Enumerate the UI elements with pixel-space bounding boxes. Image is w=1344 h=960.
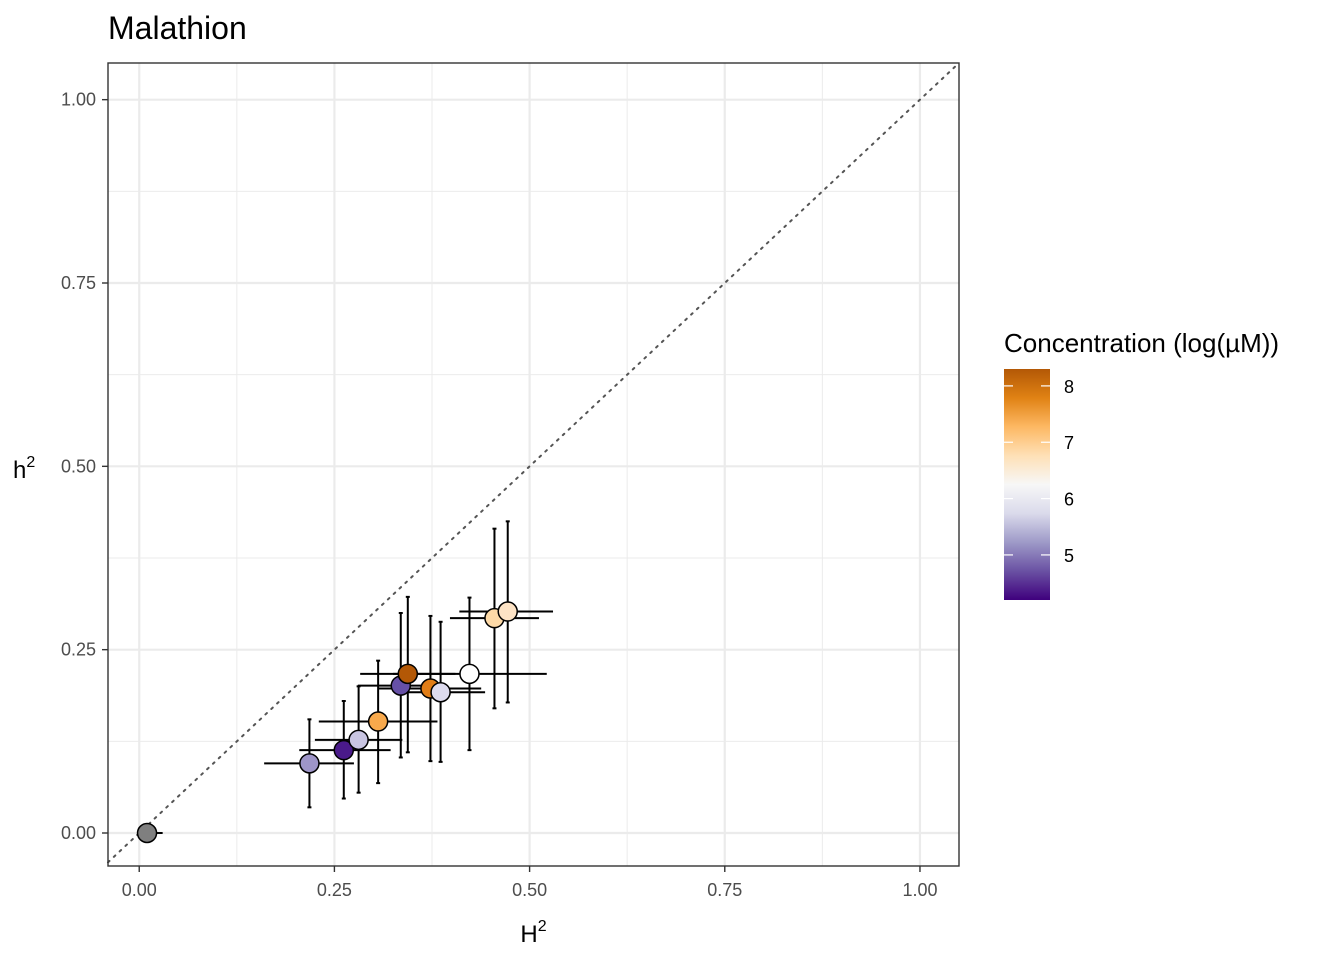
chart-title: Malathion: [108, 10, 247, 46]
panel-background: [108, 63, 959, 866]
identity-line: [107, 62, 960, 864]
data-point: [333, 739, 355, 761]
x-tick-label: 0.00: [122, 880, 157, 900]
x-tick-label: 0.75: [707, 880, 742, 900]
data-point: [299, 753, 320, 774]
y-tick-label: 0.50: [61, 456, 96, 476]
x-tick-label: 0.50: [512, 880, 547, 900]
data-point: [348, 729, 369, 751]
x-axis-title: H2: [520, 918, 546, 948]
colorbar-tick-label: 8: [1064, 377, 1074, 397]
colorbar-tick-label: 6: [1064, 490, 1074, 510]
x-axis-ticks: 0.00 0.25 0.50 0.75 1.00: [122, 866, 937, 900]
y-tick-label: 0.25: [61, 640, 96, 660]
colorbar-tick-label: 5: [1064, 546, 1074, 566]
data-point: [136, 822, 158, 844]
data-point: [459, 663, 480, 685]
colorbar: [1004, 369, 1050, 600]
plot-panel: [107, 62, 960, 867]
legend-title: Concentration (log(µM)): [1004, 328, 1279, 358]
y-tick-label: 0.75: [61, 273, 96, 293]
data-point: [497, 601, 518, 622]
data-point: [430, 681, 451, 703]
data-point: [367, 711, 389, 732]
x-axis-title-superscript: 2: [538, 918, 547, 935]
data-point: [397, 663, 419, 685]
y-tick-label: 1.00: [61, 90, 96, 110]
x-tick-label: 0.25: [317, 880, 352, 900]
x-tick-label: 1.00: [902, 880, 937, 900]
panel-border: [107, 62, 960, 867]
y-axis-title-superscript: 2: [26, 454, 35, 471]
colorbar-tick-label: 7: [1064, 433, 1074, 453]
y-tick-label: 0.00: [61, 823, 96, 843]
x-axis-title-text: H: [520, 921, 537, 948]
colorbar-legend: Concentration (log(µM)) 5 6 7 8: [1004, 328, 1279, 600]
y-axis-ticks: 0.00 0.25 0.50 0.75 1.00: [61, 90, 108, 843]
y-axis-title-text: h: [13, 457, 26, 484]
gridlines: [108, 63, 959, 866]
colorbar-ticks: 5 6 7 8: [1004, 377, 1074, 566]
data-points: [136, 601, 518, 844]
reference-line: [107, 62, 960, 864]
y-axis-title: h2: [13, 454, 35, 484]
